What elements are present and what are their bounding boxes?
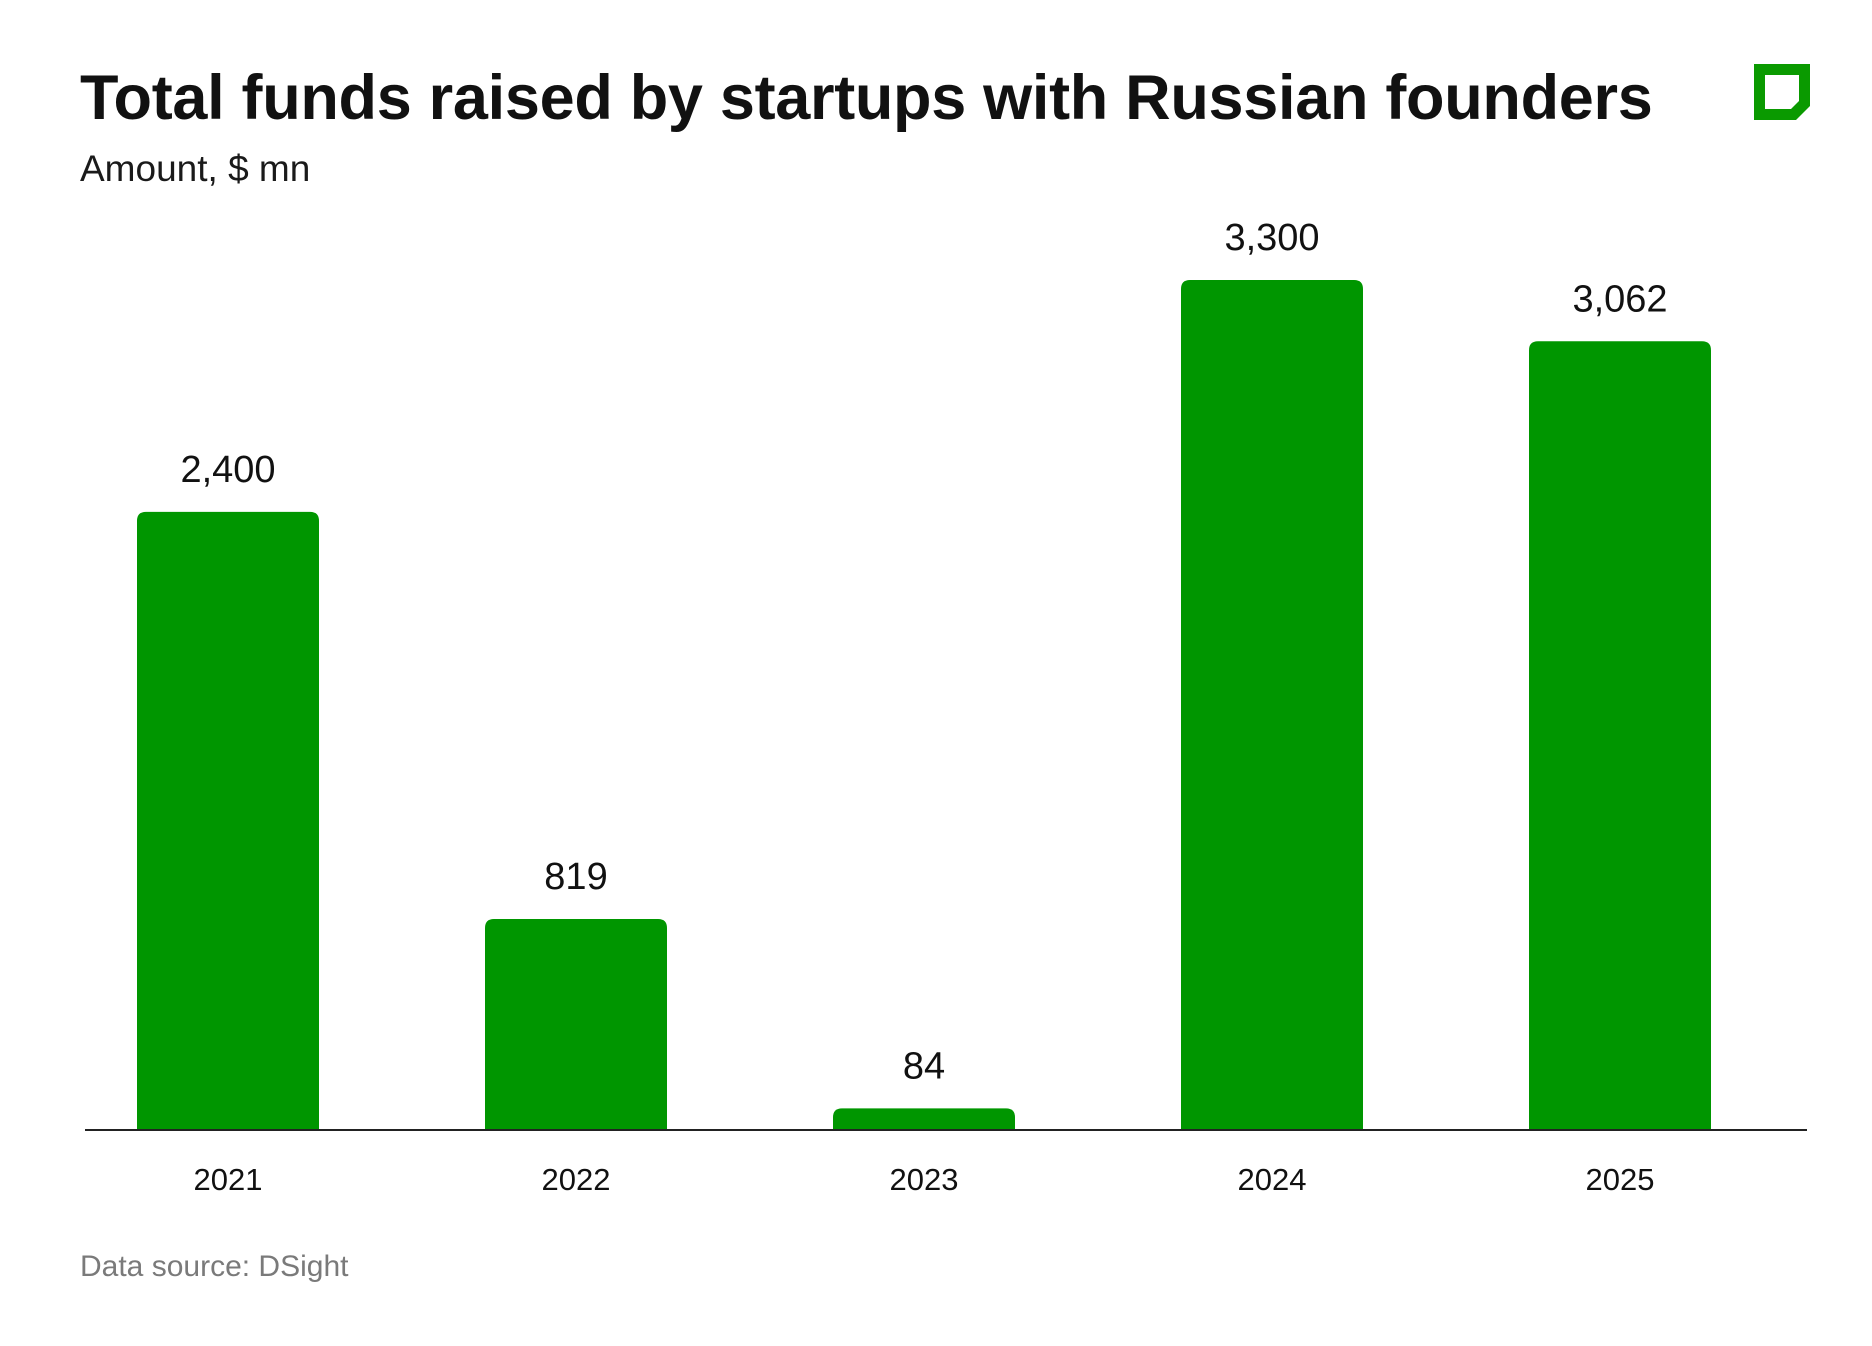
- x-tick-labels-layer: 2021 2022 2023 2024 2025: [194, 1162, 1655, 1197]
- value-label-2022: 819: [544, 856, 607, 898]
- bar-2022: [485, 919, 667, 1130]
- brand-logo-icon: [1754, 64, 1810, 120]
- brand-square-logo-icon: [1754, 64, 1810, 120]
- bar-2024: [1181, 280, 1363, 1130]
- x-tick-label-2022: 2022: [542, 1162, 611, 1197]
- bar-2025: [1529, 341, 1711, 1130]
- bar-2023: [833, 1108, 1015, 1130]
- x-tick-label-2023: 2023: [890, 1162, 959, 1197]
- chart-subtitle: Amount, $ mn: [80, 148, 311, 189]
- data-source-note: Data source: DSight: [80, 1250, 349, 1283]
- value-label-2024: 3,300: [1224, 217, 1319, 259]
- bar-2021: [137, 511, 319, 1130]
- x-tick-label-2025: 2025: [1586, 1162, 1655, 1197]
- x-tick-label-2021: 2021: [194, 1162, 263, 1197]
- bars-layer: [137, 280, 1711, 1130]
- x-tick-label-2024: 2024: [1238, 1162, 1307, 1197]
- value-label-2023: 84: [903, 1045, 945, 1087]
- value-labels-layer: 2,400 819 84 3,300 3,062: [180, 217, 1667, 1087]
- value-label-2025: 3,062: [1572, 278, 1667, 320]
- value-label-2021: 2,400: [180, 449, 275, 491]
- chart-title: Total funds raised by startups with Russ…: [80, 63, 1653, 133]
